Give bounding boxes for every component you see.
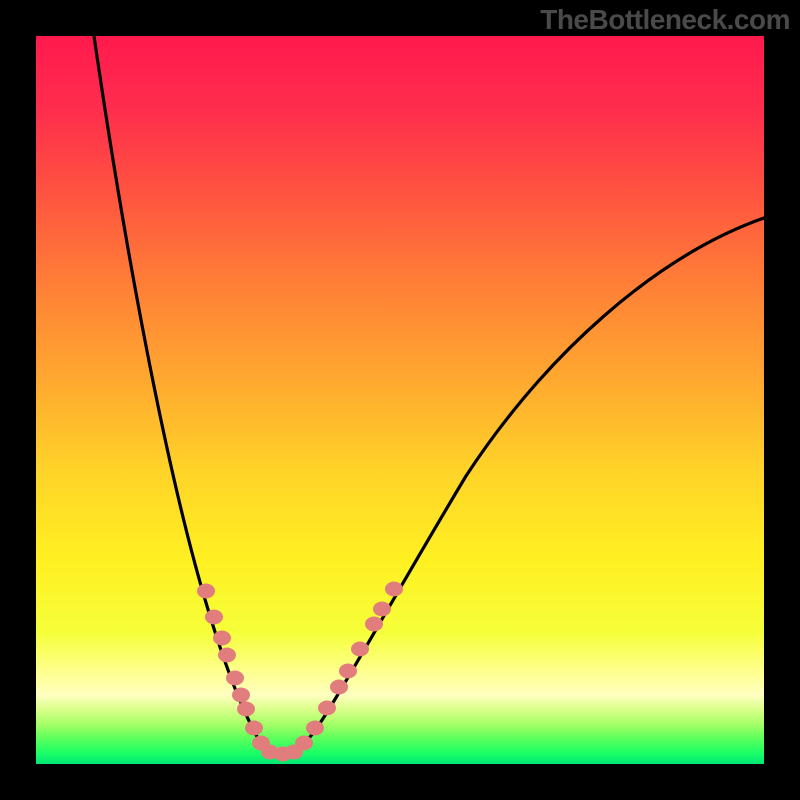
data-marker [351, 642, 369, 657]
chart-svg [36, 36, 764, 764]
data-marker [339, 664, 357, 679]
data-marker [385, 582, 403, 597]
data-marker [197, 584, 215, 599]
data-marker [237, 702, 255, 717]
curve-path [294, 218, 764, 753]
plot-area [36, 36, 764, 764]
data-marker [226, 671, 244, 686]
data-marker [295, 736, 313, 751]
data-marker [213, 631, 231, 646]
chart-container: TheBottleneck.com [0, 0, 800, 800]
data-marker [330, 680, 348, 695]
data-marker [205, 610, 223, 625]
data-marker [232, 688, 250, 703]
data-marker [373, 602, 391, 617]
data-marker [218, 648, 236, 663]
data-marker [306, 721, 324, 736]
watermark-text: TheBottleneck.com [540, 4, 790, 36]
data-marker [365, 617, 383, 632]
curve-path [94, 36, 272, 753]
data-marker [318, 701, 336, 716]
data-marker [245, 721, 263, 736]
